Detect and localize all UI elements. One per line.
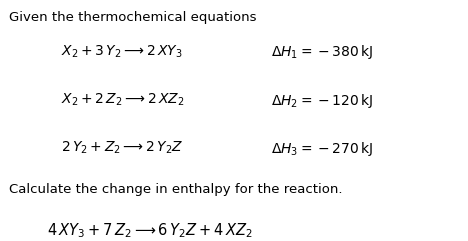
Text: $\Delta H_3 = -270\,\mathrm{kJ}$: $\Delta H_3 = -270\,\mathrm{kJ}$	[271, 140, 373, 158]
Text: $X_2 + 3\,Y_2 \longrightarrow 2\,XY_3$: $X_2 + 3\,Y_2 \longrightarrow 2\,XY_3$	[61, 43, 183, 60]
Text: Given the thermochemical equations: Given the thermochemical equations	[9, 11, 257, 24]
Text: $X_2 + 2\,Z_2 \longrightarrow 2\,XZ_2$: $X_2 + 2\,Z_2 \longrightarrow 2\,XZ_2$	[61, 92, 184, 108]
Text: $2\,Y_2 + Z_2 \longrightarrow 2\,Y_2Z$: $2\,Y_2 + Z_2 \longrightarrow 2\,Y_2Z$	[61, 140, 183, 156]
Text: Calculate the change in enthalpy for the reaction.: Calculate the change in enthalpy for the…	[9, 183, 343, 196]
Text: $\Delta H_1 = -380\,\mathrm{kJ}$: $\Delta H_1 = -380\,\mathrm{kJ}$	[271, 43, 373, 61]
Text: $\Delta H_2 = -120\,\mathrm{kJ}$: $\Delta H_2 = -120\,\mathrm{kJ}$	[271, 92, 373, 110]
Text: $4\,XY_3 + 7\,Z_2 \longrightarrow 6\,Y_2Z + 4\,XZ_2$: $4\,XY_3 + 7\,Z_2 \longrightarrow 6\,Y_2…	[47, 222, 252, 241]
